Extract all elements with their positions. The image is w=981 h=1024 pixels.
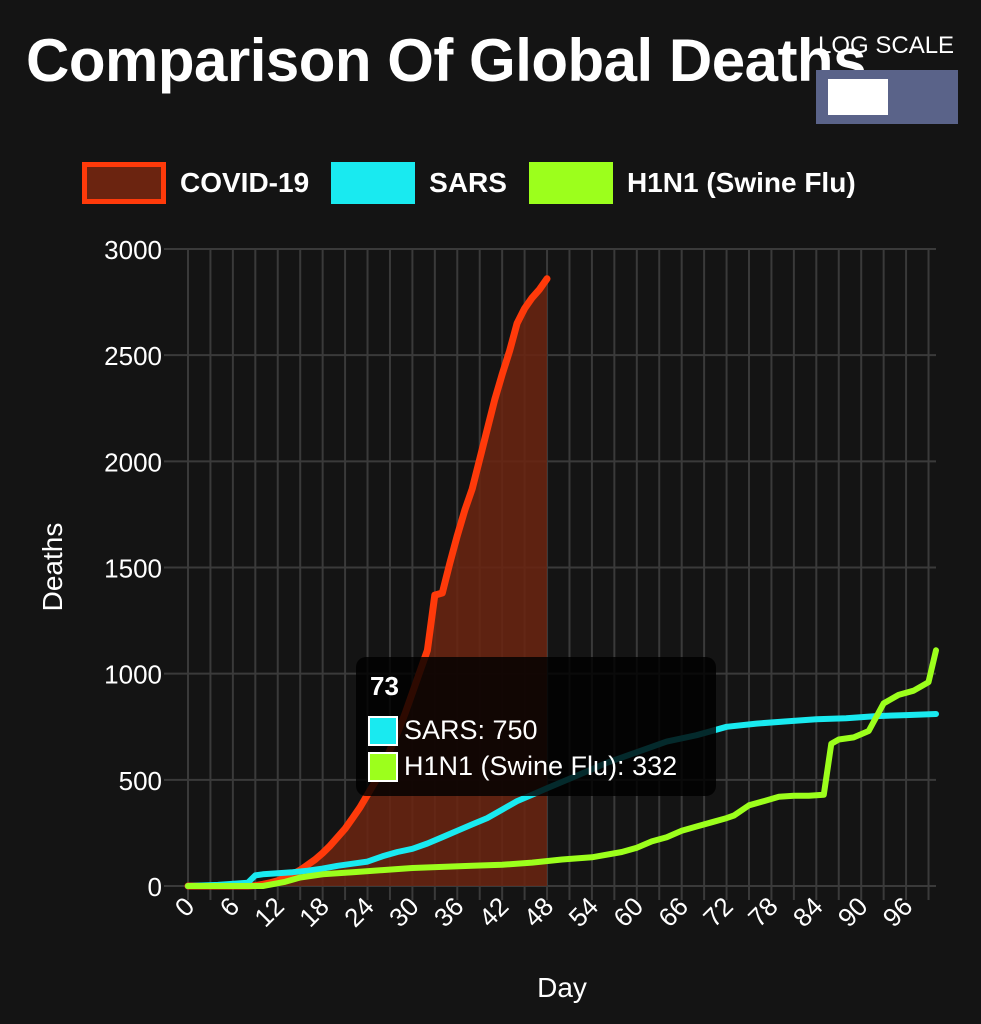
legend-item-covid[interactable]: COVID-19: [82, 162, 309, 204]
legend-item-sars[interactable]: SARS: [331, 162, 507, 204]
series-line-sars: [185, 711, 939, 889]
y-tick-label: 3000: [104, 235, 162, 265]
legend-label-sars: SARS: [429, 167, 507, 198]
tooltip-row-sars: SARS: 750: [368, 715, 538, 746]
x-tick-label: 0: [169, 891, 200, 922]
tooltip-swatch-sars: [368, 715, 398, 746]
toggle-knob[interactable]: [828, 79, 888, 115]
legend-swatch-h1n1: [528, 162, 613, 204]
legend-swatch-covid: [82, 162, 166, 204]
legend-label-h1n1: H1N1 (Swine Flu): [626, 167, 856, 198]
chart-title: Comparison Of Global Deaths: [26, 27, 866, 94]
series-line-h1n1: [185, 647, 939, 889]
y-tick-label: 2500: [104, 341, 162, 371]
legend: COVID-19 SARS H1N1 (Swine Flu): [82, 162, 878, 204]
tooltip-row-h1n1: H1N1 (Swine Flu): 332: [368, 751, 677, 782]
chart-tooltip: 73 SARS: 750 H1N1 (Swine Flu): 332: [356, 657, 716, 796]
x-axis-label: Day: [537, 972, 587, 1003]
y-axis-label: Deaths: [37, 523, 68, 612]
log-scale-toggle[interactable]: [816, 70, 958, 124]
legend-swatch-sars: [331, 162, 416, 204]
y-tick-label: 1000: [104, 660, 162, 690]
tooltip-label-h1n1: H1N1 (Swine Flu): 332: [404, 751, 678, 781]
y-tick-label: 2000: [104, 447, 162, 477]
y-tick-label: 500: [119, 766, 162, 796]
y-tick-label: 1500: [104, 554, 162, 584]
tooltip-swatch-h1n1: [368, 751, 398, 782]
legend-item-h1n1[interactable]: H1N1 (Swine Flu): [528, 162, 856, 204]
legend-label-covid: COVID-19: [180, 167, 310, 198]
tooltip-label-sars: SARS: 750: [404, 715, 538, 745]
y-tick-label: 0: [148, 872, 162, 902]
log-scale-label: LOG SCALE: [818, 32, 955, 59]
tooltip-title: 73: [370, 671, 399, 701]
x-tick-label: 6: [214, 891, 245, 922]
